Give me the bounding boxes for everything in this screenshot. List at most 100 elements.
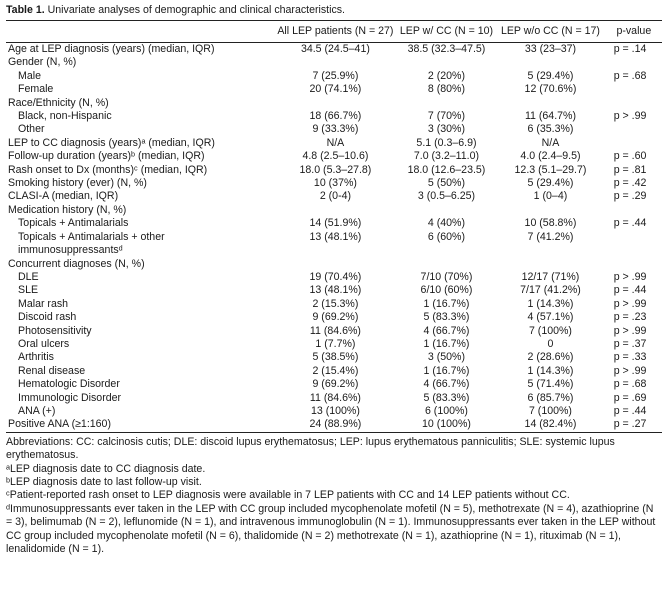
cell-all: 13 (48.1%)	[309, 284, 362, 297]
header-cell-with-cc: LEP w/ CC (N = 10)	[399, 25, 494, 37]
footnote-c: ᶜPatient-reported rash onset to LEP diag…	[6, 489, 570, 502]
cell-with-cc: 7 (70%)	[427, 110, 465, 123]
cell-all: 5 (38.5%)	[312, 351, 359, 364]
row-label: Female	[18, 83, 54, 96]
table-row: Renal disease 2 (15.4%) 1 (16.7%) 1 (14.3%)…	[6, 365, 662, 378]
cell-with-cc: 3 (0.5–6.25)	[417, 190, 476, 203]
cell-without-cc	[495, 56, 605, 69]
cell-pvalue: p > .99	[613, 110, 647, 123]
cell-all: 18 (66.7%)	[309, 110, 362, 123]
cell-pvalue	[606, 137, 662, 150]
cell-with-cc: 6 (100%)	[424, 404, 468, 417]
cell-without-cc: 33 (23–37)	[524, 43, 577, 55]
row-label: ANA (+)	[18, 404, 56, 417]
cell-without-cc	[495, 97, 605, 110]
cell-all	[273, 204, 398, 217]
table-row: Arthritis 5 (38.5%) 3 (50%) 2 (28.6%) p = .3…	[6, 351, 662, 364]
row-label: Photosensitivity	[18, 324, 92, 337]
caption-text: Univariate analyses of demographic and c…	[47, 4, 345, 16]
table-row: Discoid rash 9 (69.2%) 5 (83.3%) 4 (57.1%) p…	[6, 311, 662, 324]
header-cell-all: All LEP patients (N = 27)	[277, 25, 394, 37]
cell-pvalue	[606, 83, 662, 96]
footnote-d: ᵈImmunosuppressants ever taken in the LE…	[6, 502, 656, 556]
cell-with-cc	[398, 97, 496, 110]
cell-pvalue	[606, 97, 662, 110]
cell-pvalue: p = .33	[613, 351, 647, 364]
row-label: Medication history (N, %)	[8, 203, 127, 216]
cell-without-cc: 5 (29.4%)	[527, 69, 574, 82]
cell-without-cc: 7/17 (41.2%)	[520, 284, 581, 297]
table-row: Other 9 (33.3%) 3 (30%) 6 (35.3%)	[6, 123, 662, 136]
cell-pvalue	[606, 123, 662, 136]
cell-pvalue: p = .14	[613, 43, 647, 55]
row-label: Gender (N, %)	[8, 56, 77, 69]
cell-with-cc: 5.1 (0.3–6.9)	[416, 136, 477, 149]
cell-with-cc: 4 (40%)	[427, 217, 465, 230]
table-row: ANA (+) 13 (100%) 6 (100%) 7 (100%) p = .44	[6, 405, 662, 418]
table-body: Age at LEP diagnosis (years) (median, IQ…	[6, 43, 662, 433]
row-label: Smoking history (ever) (N, %)	[8, 177, 147, 190]
cell-without-cc: 5 (71.4%)	[527, 378, 574, 391]
row-label: Concurrent diagnoses (N, %)	[8, 257, 145, 270]
table-row: Malar rash 2 (15.3%) 1 (16.7%) 1 (14.3%) p >…	[6, 298, 662, 311]
row-label: Topicals + Antimalarials	[18, 217, 129, 230]
cell-pvalue	[606, 56, 662, 69]
table-footnotes: Abbreviations: CC: calcinosis cutis; DLE…	[6, 436, 662, 557]
cell-without-cc: 4.0 (2.4–9.5)	[520, 150, 581, 163]
cell-pvalue: p = .27	[613, 418, 647, 431]
cell-without-cc: 7 (41.2%)	[527, 230, 574, 243]
table-row: DLE 19 (70.4%) 7/10 (70%) 12/17 (71%) p > .9…	[6, 271, 662, 284]
cell-all: N/A	[326, 136, 345, 149]
table-row: Oral ulcers 1 (7.7%) 1 (16.7%) 0 p = .37	[6, 338, 662, 351]
row-label: Immunologic Disorder	[18, 391, 122, 404]
cell-pvalue: p = .44	[613, 284, 647, 297]
table-row: Positive ANA (≥1:160) 24 (88.9%) 10 (100%)…	[6, 418, 662, 433]
cell-without-cc: 1 (14.3%)	[527, 364, 574, 377]
table-row: Topicals + Antimalarials + other immunos…	[6, 231, 662, 258]
row-label: SLE	[18, 284, 39, 297]
cell-without-cc: 1 (0–4)	[533, 190, 568, 203]
cell-all: 13 (48.1%)	[309, 230, 362, 243]
cell-with-cc: 8 (80%)	[427, 83, 465, 96]
cell-pvalue: p > .99	[613, 270, 647, 283]
cell-all: 11 (84.6%)	[309, 391, 361, 404]
cell-with-cc: 1 (16.7%)	[423, 364, 470, 377]
cell-with-cc: 5 (50%)	[427, 177, 465, 190]
cell-with-cc: 5 (83.3%)	[423, 391, 470, 404]
footnote-b: ᵇLEP diagnosis date to last follow-up vi…	[6, 476, 202, 488]
cell-pvalue: p = .37	[613, 337, 647, 350]
table-row: Follow-up duration (years)ᵇ (median, IQR…	[6, 150, 662, 163]
table-caption: Table 1. Univariate analyses of demograp…	[6, 3, 662, 17]
cell-all: 4.8 (2.5–10.6)	[302, 150, 369, 163]
cell-with-cc: 38.5 (32.3–47.5)	[407, 43, 486, 55]
cell-without-cc	[495, 258, 605, 271]
cell-pvalue: p = .29	[613, 190, 647, 203]
row-label: Age at LEP diagnosis (years) (median, IQ…	[8, 43, 215, 55]
cell-all: 20 (74.1%)	[309, 83, 362, 96]
cell-pvalue: p = .69	[613, 391, 647, 404]
cell-with-cc: 6/10 (60%)	[420, 284, 473, 297]
cell-all: 2 (15.4%)	[312, 364, 359, 377]
cell-with-cc: 4 (66.7%)	[423, 324, 470, 337]
cell-with-cc: 10 (100%)	[422, 418, 471, 431]
cell-all: 2 (15.3%)	[312, 297, 359, 310]
row-label: Discoid rash	[18, 311, 77, 324]
cell-without-cc: 4 (57.1%)	[527, 311, 574, 324]
cell-pvalue: p = .44	[613, 217, 647, 230]
table-row: LEP to CC diagnosis (years)ᵃ (median, IQ…	[6, 137, 662, 150]
cell-pvalue: p = .81	[613, 163, 647, 176]
cell-without-cc: 0	[547, 337, 554, 350]
cell-all: 9 (33.3%)	[312, 123, 359, 136]
cell-with-cc: 6 (60%)	[427, 230, 465, 243]
table-row: Gender (N, %)	[6, 56, 662, 69]
cell-all: 2 (0-4)	[319, 190, 352, 203]
cell-all: 19 (70.4%)	[309, 270, 362, 283]
cell-all: 34.5 (24.5–41)	[300, 43, 370, 55]
cell-all	[273, 258, 398, 271]
cell-all: 9 (69.2%)	[312, 311, 359, 324]
table-row: Smoking history (ever) (N, %) 10 (37%) 5 (…	[6, 177, 662, 190]
table-row: Age at LEP diagnosis (years) (median, IQ…	[6, 43, 662, 57]
table-row: Photosensitivity 11 (84.6%) 4 (66.7%) 7 (10…	[6, 325, 662, 338]
cell-pvalue	[606, 204, 662, 217]
row-label: Race/Ethnicity (N, %)	[8, 96, 109, 109]
